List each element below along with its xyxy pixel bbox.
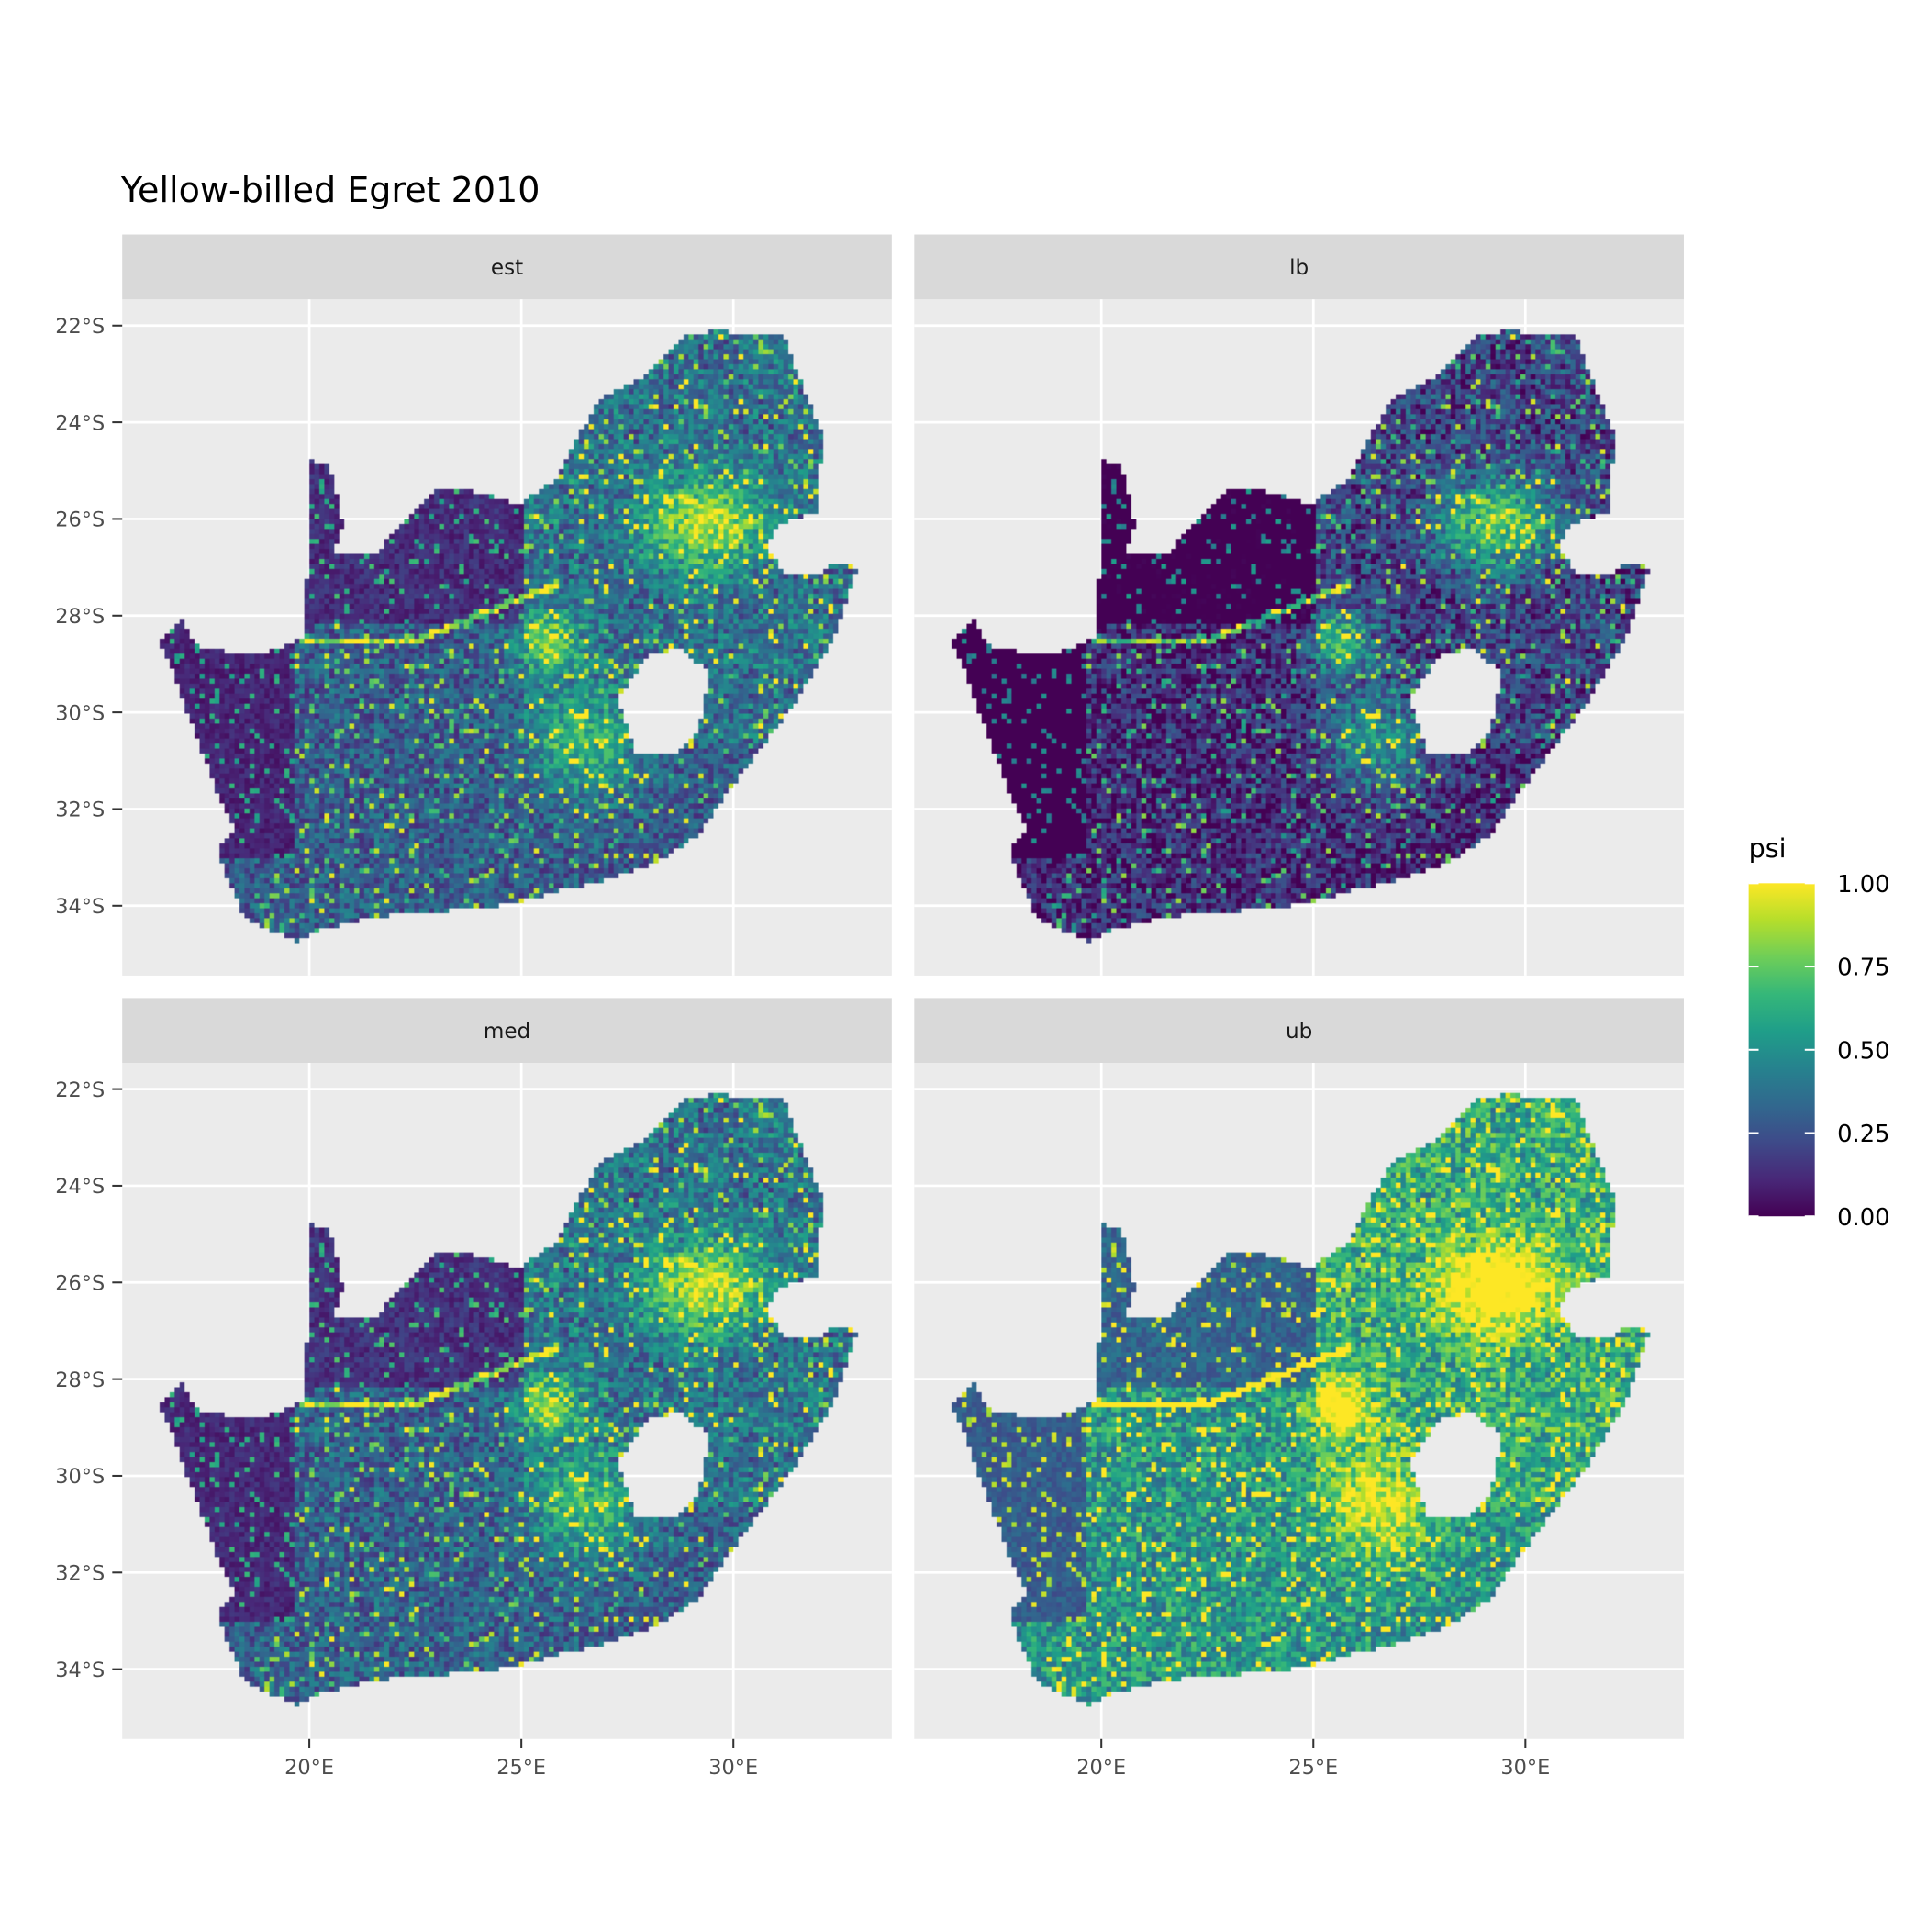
legend-label: 0.50 — [1837, 1037, 1889, 1065]
y-tick-label: 28°S — [55, 605, 105, 629]
facet-strip — [122, 998, 892, 1064]
facet-strip — [914, 234, 1684, 300]
legend-label: 0.00 — [1837, 1204, 1889, 1232]
x-tick-label: 30°E — [1500, 1756, 1550, 1780]
y-tick-label: 22°S — [55, 1078, 105, 1102]
y-tick-label: 24°S — [55, 1175, 105, 1199]
occupancy-raster-ub — [914, 1063, 1684, 1739]
y-tick-label: 32°S — [55, 1561, 105, 1585]
legend-label: 0.25 — [1837, 1121, 1889, 1148]
occupancy-raster-lb — [914, 299, 1684, 976]
y-tick-label: 26°S — [55, 1271, 105, 1295]
y-tick-label: 30°S — [55, 1465, 105, 1489]
x-tick-label: 20°E — [284, 1756, 334, 1780]
y-tick-label: 24°S — [55, 411, 105, 435]
legend-title: psi — [1749, 833, 1787, 864]
legend: psi 1.00 0.75 0.50 0.25 0.00 — [1748, 833, 1890, 1232]
occupancy-raster-est — [122, 299, 892, 976]
x-tick-label: 25°E — [496, 1756, 546, 1780]
x-tick-label: 30°E — [708, 1756, 758, 1780]
facet-strip-label: lb — [1289, 256, 1309, 280]
y-tick-label: 26°S — [55, 508, 105, 532]
occupancy-raster-med — [122, 1063, 892, 1739]
facet-strip — [122, 234, 892, 300]
x-tick-label: 25°E — [1288, 1756, 1338, 1780]
panel-est: est 22°S 24°S 26°S 28°S 30°S 32°S 34°S — [55, 234, 892, 976]
y-tick-label: 34°S — [55, 1658, 105, 1682]
y-tick-label: 30°S — [55, 701, 105, 725]
facet-strip-label: est — [491, 256, 523, 280]
legend-label: 1.00 — [1837, 871, 1889, 899]
chart-title: Yellow-billed Egret 2010 — [120, 170, 540, 210]
y-tick-label: 22°S — [55, 315, 105, 339]
panel-ub: ub 20°E 25°E 30°E — [914, 998, 1684, 1780]
y-tick-label: 32°S — [55, 798, 105, 822]
facet-strip-label: ub — [1286, 1020, 1312, 1044]
panel-med: med 22°S 24°S 26°S 28°S 30°S 32°S 34°S 20°E 25°E 3… — [55, 998, 892, 1780]
facet-strip-label: med — [484, 1020, 530, 1044]
legend-label: 0.75 — [1837, 955, 1889, 982]
y-tick-label: 34°S — [55, 895, 105, 919]
legend-colorbar — [1748, 883, 1815, 1217]
x-tick-label: 20°E — [1076, 1756, 1126, 1780]
y-tick-label: 28°S — [55, 1368, 105, 1392]
facet-strip — [914, 998, 1684, 1064]
panel-lb: lb — [914, 234, 1684, 976]
